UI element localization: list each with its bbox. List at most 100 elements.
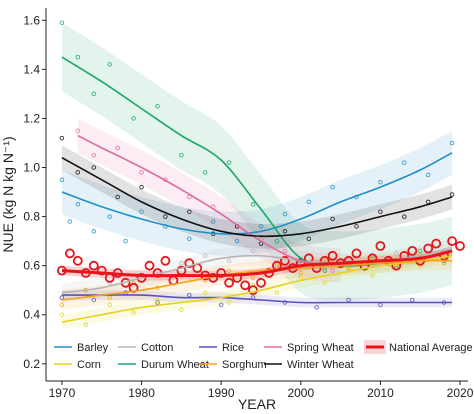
- point-national-average: [136, 272, 147, 283]
- point-barley: [282, 211, 288, 217]
- point-barley: [306, 199, 312, 205]
- point-winter-wheat: [282, 229, 288, 234]
- point-durum-wheat: [417, 248, 423, 254]
- point-national-average: [96, 265, 107, 276]
- point-durum-wheat: [131, 116, 136, 121]
- point-national-average: [65, 248, 75, 259]
- point-sorghum: [59, 302, 65, 308]
- point-corn: [202, 290, 208, 295]
- point-durum-wheat: [179, 152, 184, 158]
- point-spring-wheat: [115, 145, 120, 151]
- point-cotton: [179, 260, 184, 266]
- legend-item-spring-wheat: Spring Wheat: [264, 342, 354, 354]
- point-barley: [67, 219, 73, 224]
- point-rice: [218, 302, 224, 308]
- point-durum-wheat: [202, 170, 208, 175]
- point-national-average: [240, 280, 251, 291]
- trend-line-sorghum: [61, 259, 453, 301]
- axes: 1970 1980 1990 2000 2010 2020 0.2 0.4 0.6 0.8 1.0 1…: [23, 8, 474, 400]
- point-national-average: [455, 241, 465, 251]
- y-tick-label: 1.0: [23, 161, 40, 175]
- point-sorghum: [298, 270, 304, 276]
- point-corn: [83, 322, 89, 327]
- legend-label: Rice: [222, 342, 244, 354]
- point-durum-wheat: [250, 202, 256, 207]
- point-corn: [131, 310, 136, 315]
- y-tick-label: 0.8: [23, 210, 40, 224]
- point-sorghum: [226, 268, 232, 273]
- point-rice: [91, 297, 97, 303]
- point-durum-wheat: [322, 268, 327, 273]
- point-cotton: [250, 248, 256, 254]
- point-barley: [210, 219, 216, 224]
- point-spring-wheat: [282, 248, 288, 254]
- trend-lines: [61, 56, 453, 323]
- point-barley: [91, 229, 97, 234]
- point-durum-wheat: [155, 103, 160, 109]
- legend-label: Sorghum: [222, 359, 267, 371]
- y-tick-label: 1.4: [23, 62, 40, 76]
- legend-item-national-average: National Average: [364, 340, 473, 354]
- point-corn: [226, 300, 232, 305]
- point-barley: [187, 236, 192, 241]
- point-durum-wheat: [226, 160, 232, 165]
- point-barley: [139, 209, 144, 214]
- x-tick-label: 1970: [49, 386, 76, 400]
- point-national-average: [160, 255, 171, 266]
- point-barley: [258, 224, 264, 229]
- point-spring-wheat: [75, 128, 81, 133]
- trend-line-barley: [61, 152, 453, 235]
- point-durum-wheat: [59, 20, 65, 25]
- point-national-average: [431, 238, 442, 249]
- point-cotton: [226, 258, 232, 264]
- legend-label: Durum Wheat: [141, 359, 209, 371]
- point-corn: [322, 280, 327, 286]
- x-tick-label: 2000: [287, 386, 314, 400]
- point-national-average: [407, 245, 418, 256]
- point-national-average: [248, 285, 258, 296]
- point-barley: [107, 214, 112, 219]
- y-axis-title: NUE (kg N kg N⁻¹): [0, 136, 16, 252]
- legend-item-durum-wheat: Durum Wheat: [118, 359, 209, 371]
- point-corn: [274, 290, 280, 295]
- y-tick-label: 1.6: [23, 13, 40, 27]
- legend-label: Cotton: [141, 342, 173, 354]
- point-winter-wheat: [354, 224, 359, 229]
- point-corn: [155, 297, 160, 303]
- point-cotton: [202, 253, 208, 259]
- trend-line-spring-wheat: [77, 134, 341, 267]
- point-national-average: [256, 277, 266, 288]
- trend-line-corn: [61, 255, 453, 323]
- x-tick-label: 1990: [208, 386, 235, 400]
- point-rice: [155, 300, 160, 305]
- trend-line-winter-wheat: [61, 156, 453, 238]
- trend-line-rice: [61, 294, 453, 304]
- legend: Barley Cotton Rice Spring Wheat National Ave…: [54, 340, 473, 371]
- legend-label: National Average: [389, 342, 473, 354]
- point-durum-wheat: [274, 238, 280, 244]
- legend-item-barley: Barley: [54, 342, 109, 354]
- point-national-average: [279, 255, 290, 266]
- point-cotton: [394, 251, 399, 256]
- point-winter-wheat: [59, 135, 65, 141]
- point-corn: [59, 312, 65, 317]
- point-barley: [378, 179, 383, 185]
- point-national-average: [447, 236, 458, 247]
- legend-label: Winter Wheat: [287, 359, 354, 371]
- point-barley: [59, 177, 65, 183]
- y-tick-label: 0.6: [23, 259, 40, 273]
- x-tick-label: 2020: [447, 386, 474, 400]
- point-rice: [314, 305, 319, 310]
- point-winter-wheat: [330, 216, 335, 222]
- point-barley: [449, 140, 455, 146]
- point-corn: [107, 302, 112, 308]
- point-barley: [234, 238, 240, 244]
- point-durum-wheat: [91, 91, 97, 97]
- trend-line-national-average: [61, 249, 453, 278]
- legend-label: Barley: [77, 342, 109, 354]
- point-spring-wheat: [139, 170, 144, 175]
- point-barley: [75, 202, 81, 207]
- point-winter-wheat: [306, 236, 312, 241]
- point-winter-wheat: [378, 209, 383, 214]
- band-cotton: [61, 238, 453, 303]
